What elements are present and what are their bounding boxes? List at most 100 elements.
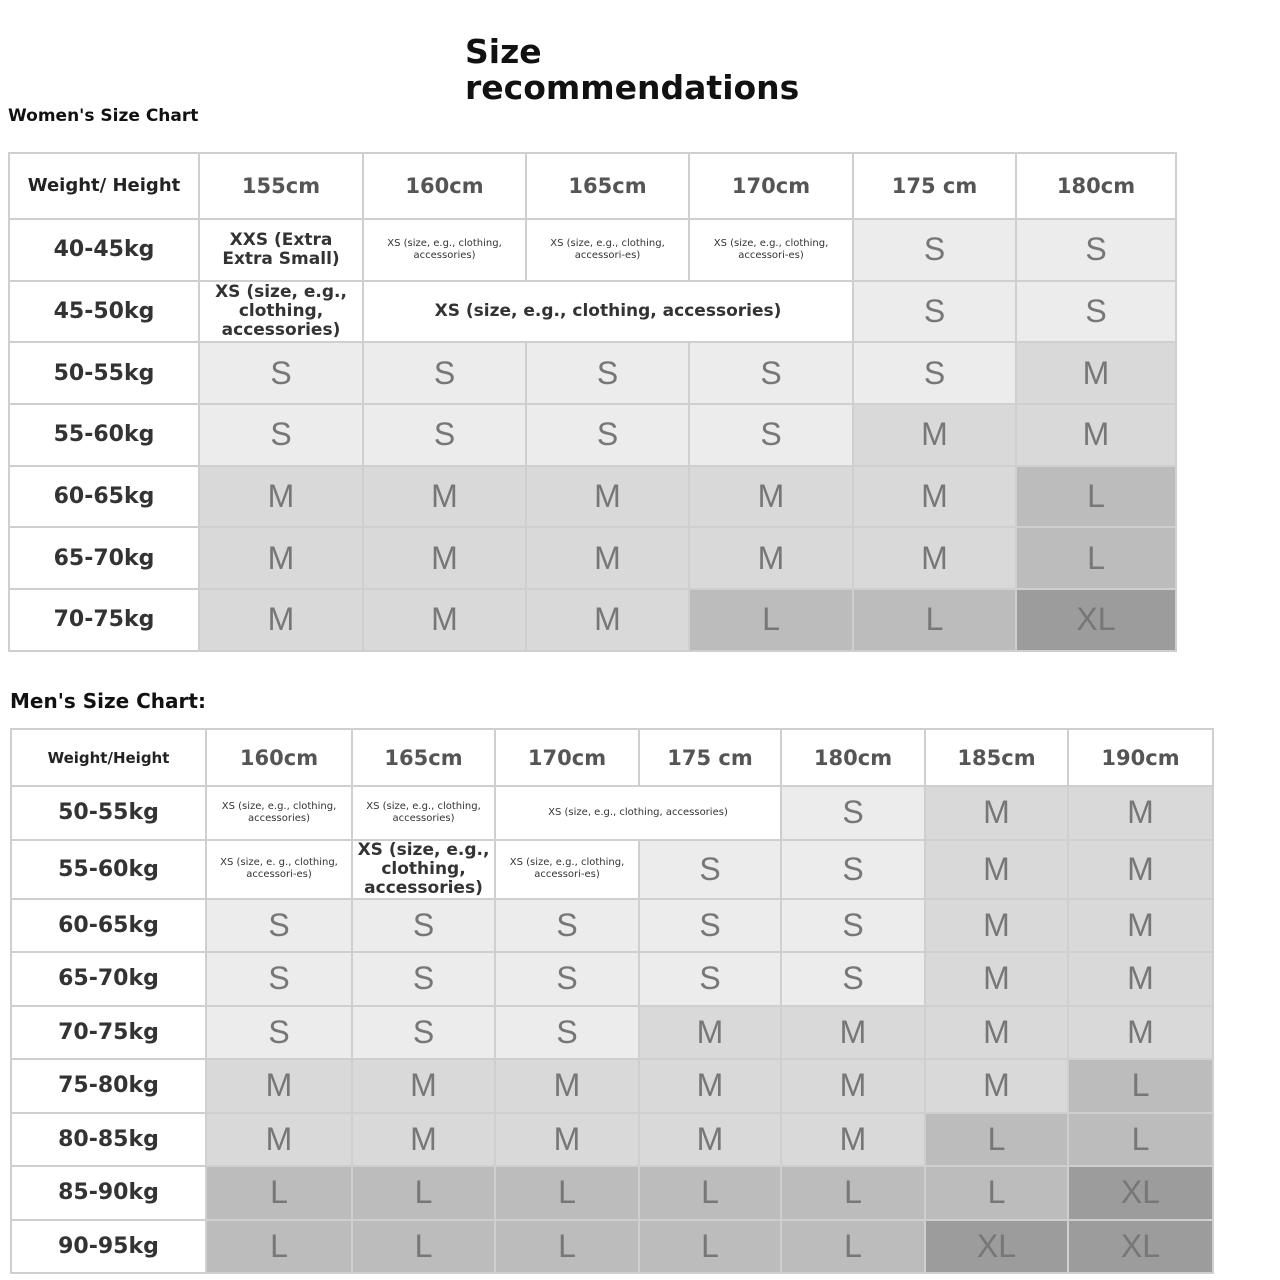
- size-cell: M: [1015, 341, 1177, 406]
- women-size-table: Weight/ Height 155cm 160cm 165cm 170cm 175 cm…: [8, 152, 1177, 652]
- size-cell: S: [1015, 279, 1177, 344]
- size-cell: M: [494, 1111, 640, 1167]
- weight-label: 50-55kg: [10, 785, 207, 841]
- size-cell: S: [362, 341, 527, 406]
- size-cell: M: [638, 1004, 782, 1060]
- size-cell: L: [638, 1218, 782, 1274]
- size-cell: M: [924, 785, 1069, 841]
- size-cell: L: [1015, 526, 1177, 591]
- size-cell: S: [852, 341, 1017, 406]
- corner-header: Weight/ Height: [8, 152, 200, 220]
- size-cell: M: [924, 1058, 1069, 1114]
- size-row: 70-75kg S S S M M M M: [10, 1004, 1214, 1060]
- size-cell: L: [924, 1165, 1069, 1221]
- size-cell: L: [351, 1165, 496, 1221]
- size-cell: M: [924, 1004, 1069, 1060]
- size-cell: L: [924, 1111, 1069, 1167]
- height-header: 155cm: [198, 152, 364, 220]
- size-cell: L: [494, 1218, 640, 1274]
- size-cell: M: [924, 897, 1069, 953]
- weight-label: 90-95kg: [10, 1218, 207, 1274]
- size-cell: M: [525, 588, 690, 652]
- size-cell: S: [205, 1004, 353, 1060]
- size-cell: L: [494, 1165, 640, 1221]
- size-cell: S: [638, 838, 782, 900]
- size-cell: M: [351, 1058, 496, 1114]
- size-cell: M: [525, 464, 690, 529]
- size-cell: M: [1067, 785, 1214, 841]
- men-heading: Men's Size Chart:: [10, 689, 206, 713]
- weight-label: 55-60kg: [10, 838, 207, 900]
- weight-label: 45-50kg: [8, 279, 200, 344]
- size-cell: S: [688, 341, 854, 406]
- size-cell: M: [852, 526, 1017, 591]
- weight-label: 80-85kg: [10, 1111, 207, 1167]
- size-row: 90-95kg L L L L L XL XL: [10, 1218, 1214, 1274]
- size-cell: S: [688, 403, 854, 467]
- size-cell: XS (size, e.g., clothing, accessories): [351, 785, 496, 841]
- weight-label: 70-75kg: [8, 588, 200, 652]
- weight-label: 60-65kg: [8, 464, 200, 529]
- size-cell: M: [780, 1111, 926, 1167]
- size-cell: S: [1015, 218, 1177, 282]
- size-cell: M: [205, 1058, 353, 1114]
- size-cell: M: [688, 464, 854, 529]
- size-cell: XS (size, e.g., clothing, accessories): [362, 279, 854, 344]
- women-heading: Women's Size Chart: [8, 106, 199, 126]
- size-cell: XS (size, e.g., clothing, accessories): [205, 785, 353, 841]
- size-cell: L: [780, 1218, 926, 1274]
- size-cell: M: [1067, 838, 1214, 900]
- men-size-table: Weight/Height 160cm 165cm 170cm 175 cm 180cm 1…: [10, 728, 1214, 1274]
- weight-label: 85-90kg: [10, 1165, 207, 1221]
- size-cell: L: [205, 1165, 353, 1221]
- size-cell: M: [1015, 403, 1177, 467]
- size-cell: M: [362, 464, 527, 529]
- page-title: Size recommendations: [465, 32, 800, 107]
- header-row: Weight/ Height 155cm 160cm 165cm 170cm 175 cm…: [8, 152, 1177, 220]
- size-cell: L: [688, 588, 854, 652]
- weight-label: 65-70kg: [8, 526, 200, 591]
- size-cell: M: [1067, 897, 1214, 953]
- height-header: 175 cm: [638, 728, 782, 787]
- size-cell: S: [362, 403, 527, 467]
- size-cell: M: [924, 838, 1069, 900]
- size-cell: XL: [1067, 1165, 1214, 1221]
- size-cell: S: [780, 785, 926, 841]
- height-header: 185cm: [924, 728, 1069, 787]
- size-cell: M: [638, 1111, 782, 1167]
- size-cell: XS (size, e. g., clothing, accessori-es): [205, 838, 353, 900]
- weight-label: 55-60kg: [8, 403, 200, 467]
- size-cell: S: [351, 897, 496, 953]
- weight-label: 50-55kg: [8, 341, 200, 406]
- size-cell: M: [1067, 1004, 1214, 1060]
- header-row: Weight/Height 160cm 165cm 170cm 175 cm 180cm 1…: [10, 728, 1214, 787]
- size-cell: XS (size, e.g., clothing, accessories): [494, 785, 782, 841]
- weight-label: 75-80kg: [10, 1058, 207, 1114]
- weight-label: 40-45kg: [8, 218, 200, 282]
- size-cell: L: [852, 588, 1017, 652]
- height-header: 170cm: [494, 728, 640, 787]
- size-cell: S: [780, 897, 926, 953]
- size-row: 75-80kg M M M M M M L: [10, 1058, 1214, 1114]
- size-cell: S: [494, 1004, 640, 1060]
- size-cell: S: [525, 341, 690, 406]
- height-header: 190cm: [1067, 728, 1214, 787]
- size-cell: XS (size, e.g., clothing, accessori-es): [525, 218, 690, 282]
- size-cell: XS (size, e.g., clothing, accessories): [351, 838, 496, 900]
- size-cell: S: [205, 897, 353, 953]
- height-header: 180cm: [1015, 152, 1177, 220]
- size-row: 85-90kg L L L L L L XL: [10, 1165, 1214, 1221]
- size-cell: S: [351, 1004, 496, 1060]
- size-cell: XS (size, e.g., clothing, accessori-es): [494, 838, 640, 900]
- size-row: 50-55kg XS (size, e.g., clothing, accesso…: [10, 785, 1214, 841]
- size-cell: S: [638, 951, 782, 1007]
- size-cell: S: [205, 951, 353, 1007]
- size-cell: L: [1015, 464, 1177, 529]
- size-cell: S: [198, 403, 364, 467]
- weight-label: 60-65kg: [10, 897, 207, 953]
- size-row: 55-60kg S S S S M M: [8, 403, 1177, 467]
- height-header: 170cm: [688, 152, 854, 220]
- size-cell: S: [780, 951, 926, 1007]
- size-row: 60-65kg S S S S S M M: [10, 897, 1214, 953]
